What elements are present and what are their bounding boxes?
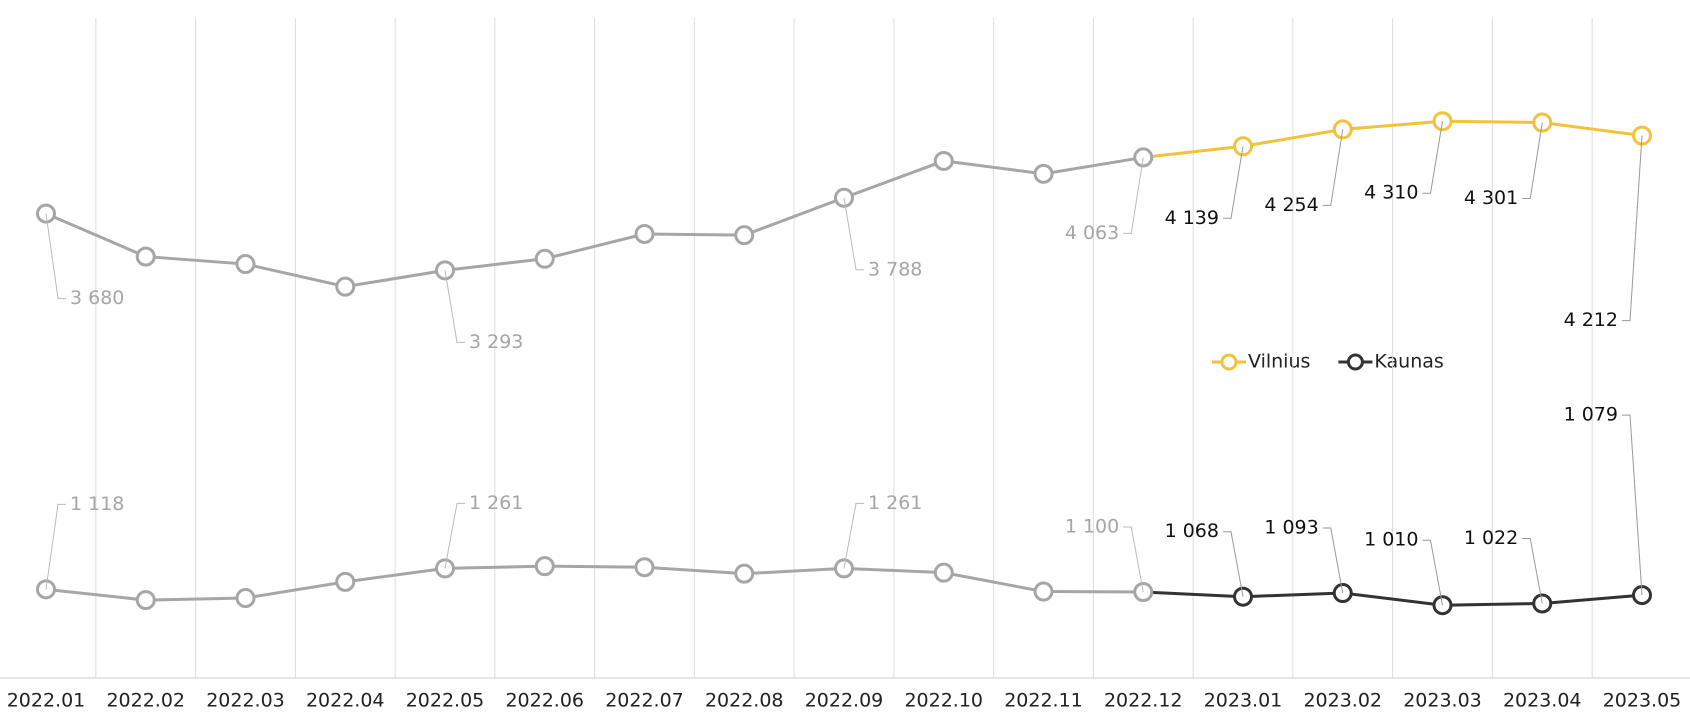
x-tick-label: 2022.05 [406, 690, 485, 712]
data-label: 4 139 [1165, 207, 1219, 229]
point [634, 557, 655, 578]
leader-line [1422, 121, 1443, 194]
x-tick-label: 2023.05 [1603, 690, 1682, 712]
x-tick-label: 2022.06 [505, 690, 584, 712]
legend-label: Vilnius [1248, 351, 1310, 373]
data-label: 4 063 [1065, 222, 1119, 244]
leader-line [1422, 539, 1443, 606]
data-label: 4 310 [1364, 182, 1418, 204]
point [933, 562, 954, 583]
leader-line [843, 197, 864, 271]
data-label: 4 212 [1564, 309, 1618, 331]
leader-line [1223, 146, 1244, 219]
leader-line [1223, 531, 1244, 597]
leader-line [1622, 414, 1643, 596]
data-label: 1 261 [469, 492, 523, 514]
series-line [1143, 590, 1643, 607]
legend-marker [1346, 353, 1364, 371]
point [1532, 112, 1553, 133]
x-tick-label: 2023.01 [1204, 690, 1283, 712]
point [335, 276, 356, 297]
leader-line [1322, 527, 1344, 594]
data-label: 3 788 [868, 258, 922, 280]
x-tick-label: 2022.07 [605, 690, 684, 712]
data-label: 1 118 [70, 493, 124, 515]
point [534, 248, 555, 269]
data-label: 3 293 [469, 331, 523, 353]
x-tick-label: 2022.02 [106, 690, 185, 712]
legend-label: Kaunas [1374, 351, 1443, 373]
x-tick-label: 2022.01 [7, 690, 86, 712]
x-tick-label: 2022.08 [705, 690, 784, 712]
point [634, 223, 655, 244]
legend-marker [1220, 353, 1238, 371]
leader-line [45, 213, 66, 300]
data-label: 1 093 [1264, 517, 1318, 539]
point [933, 150, 954, 171]
leader-line [444, 502, 465, 569]
data-label: 1 079 [1564, 404, 1618, 426]
x-tick-label: 2022.12 [1104, 690, 1183, 712]
leader-line [1123, 157, 1144, 234]
x-tick-label: 2023.04 [1503, 690, 1582, 712]
x-tick-label: 2022.03 [206, 690, 285, 712]
point [235, 254, 256, 275]
point [734, 225, 755, 246]
leader-line [1622, 135, 1643, 322]
data-label: 1 068 [1165, 520, 1219, 542]
point [534, 556, 555, 577]
point [335, 571, 356, 592]
x-tick-label: 2022.11 [1004, 690, 1083, 712]
data-label: 1 261 [868, 492, 922, 514]
leader-line [843, 502, 864, 569]
series-line [45, 564, 1144, 602]
point [135, 246, 156, 267]
x-tick-label: 2023.02 [1303, 690, 1382, 712]
leader-line [45, 503, 66, 590]
x-tick-label: 2022.09 [805, 690, 884, 712]
data-label: 1 010 [1364, 529, 1418, 551]
leader-line [1522, 122, 1543, 200]
leader-line [1522, 537, 1543, 604]
x-tick-label: 2022.04 [306, 690, 385, 712]
point [235, 588, 256, 609]
data-label: 1 100 [1065, 516, 1119, 538]
leader-line [444, 270, 465, 343]
point [135, 590, 156, 611]
data-label: 4 254 [1264, 194, 1318, 216]
data-label: 3 680 [70, 287, 124, 309]
point [1033, 163, 1054, 184]
series-line [1143, 119, 1643, 159]
data-label: 1 022 [1464, 527, 1518, 549]
point [734, 563, 755, 584]
legend: Vilnius Kaunas [1212, 351, 1444, 373]
x-tick-label: 2023.03 [1403, 690, 1482, 712]
leader-line [1322, 129, 1344, 206]
leader-line [1123, 526, 1144, 593]
x-tick-label: 2022.10 [904, 690, 983, 712]
series-line [45, 155, 1144, 289]
point [1033, 581, 1054, 602]
data-label: 4 301 [1464, 187, 1518, 209]
